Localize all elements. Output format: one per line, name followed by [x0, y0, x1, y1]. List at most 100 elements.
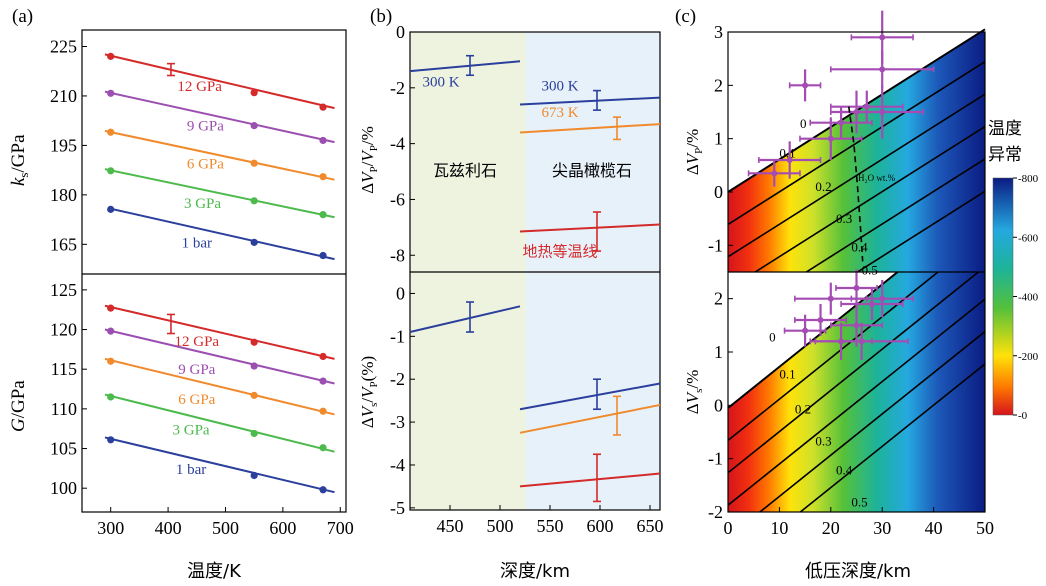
- data-point: [107, 167, 115, 175]
- y-tick-label: 1: [714, 129, 723, 149]
- contour-label: 0: [800, 116, 807, 131]
- contour-group: [753, 125, 985, 272]
- c-bottom-ylabel: ΔVs/%: [683, 370, 705, 415]
- series-line: [104, 393, 335, 453]
- observation-point: [817, 317, 824, 323]
- series-line: [104, 436, 335, 494]
- c-water-label: H₂O wt.%: [858, 173, 896, 183]
- colorbar-tick-label: -200: [1018, 351, 1039, 363]
- region-label-wadsleyite: 瓦兹利石: [433, 161, 497, 180]
- y-tick-label: 0: [396, 22, 405, 42]
- boundary-line: [727, 271, 899, 409]
- contour-group: [856, 190, 985, 272]
- series-line: [110, 207, 335, 261]
- x-tick-label: 600: [587, 516, 614, 536]
- y-tick-label: -6: [390, 189, 405, 209]
- x-tick-label: 400: [155, 518, 182, 538]
- data-point: [107, 128, 115, 136]
- data-point: [319, 251, 327, 260]
- y-tick-label: 100: [50, 478, 77, 498]
- c-top-ylabel: ΔVP/%: [683, 129, 705, 175]
- data-point: [250, 197, 258, 205]
- series-line: [519, 403, 661, 434]
- contour-group: [728, 298, 985, 506]
- contour-line: [728, 93, 985, 258]
- observation-point: [879, 66, 886, 73]
- data-point: [250, 338, 258, 346]
- y-tick-label: 3: [714, 22, 723, 42]
- b-bg-wadsleyite: [410, 32, 526, 510]
- colorbar-ticks: -800 -600 -400 -200 -0: [1013, 173, 1039, 422]
- series-label: 1 bar: [182, 236, 212, 252]
- panel-label-c: (c): [675, 6, 696, 27]
- contour-line: [728, 61, 985, 226]
- y-tick-label: 125: [50, 280, 77, 300]
- series-label: 3 GPa: [172, 422, 209, 438]
- panel-b: 0 -2 -4 -6 -8 300 K 300 K 673 K 地热等温线 450 500 550 6…: [358, 22, 664, 582]
- observation-point: [786, 157, 793, 163]
- y-tick-label: 1: [714, 342, 723, 362]
- series-label: 12 GPa: [177, 79, 222, 95]
- y-tick-label: 105: [50, 439, 77, 459]
- x-tick-label: 500: [487, 516, 514, 536]
- y-tick-label: -1: [390, 326, 405, 346]
- data-point: [107, 327, 115, 335]
- x-tick-label: 300: [97, 518, 124, 538]
- observation-point: [868, 301, 875, 307]
- data-point: [250, 159, 258, 167]
- contour-line: [728, 272, 980, 474]
- series-label: 6 GPa: [178, 392, 215, 408]
- data-point: [319, 486, 327, 494]
- y-tick-label: -3: [390, 412, 405, 432]
- contour-group: [728, 272, 980, 474]
- y-tick-label: -4: [390, 134, 405, 154]
- data-point: [319, 211, 327, 219]
- c-xlabel: 低压深度/km: [805, 561, 911, 582]
- x-tick-label: 0: [724, 518, 733, 538]
- series-label: 673 K: [541, 105, 578, 121]
- contour-label: 0.4: [851, 240, 868, 255]
- y-tick-label: -1: [708, 235, 723, 255]
- region-label-ringwoodite: 尖晶橄榄石: [552, 161, 632, 180]
- observation-point: [827, 135, 834, 142]
- y-tick-label: -5: [390, 498, 405, 518]
- a-top-plot: 165 180 195 210 225 1 bar 3 GPa 6 GPa 9 GPa 12 GP…: [50, 36, 335, 261]
- y-tick-label: -2: [390, 78, 405, 98]
- x-tick-label: 50: [976, 518, 994, 538]
- series-line: [409, 305, 521, 334]
- series-label: 12 GPa: [174, 334, 219, 350]
- b-frame: [409, 31, 661, 511]
- contour-line: [728, 298, 985, 506]
- contour-label: 0.2: [795, 401, 811, 416]
- contour-label: 0.3: [836, 211, 852, 226]
- b-xlabel: 深度/km: [500, 561, 570, 582]
- data-point: [107, 436, 115, 444]
- observation-point: [863, 103, 870, 110]
- series-line: [519, 223, 661, 233]
- contour-label: 0.2: [815, 179, 831, 194]
- panel-a: 165 180 195 210 225 1 bar 3 GPa 6 GPa 9 GPa 12 GP…: [8, 29, 354, 582]
- y-tick-label: 2: [714, 289, 723, 309]
- y-tick-label: -1: [708, 449, 723, 469]
- panel-label-a: (a): [12, 6, 33, 27]
- colorbar-title-2: 异常: [988, 145, 1022, 165]
- contour-group: [804, 158, 985, 272]
- observation-point: [853, 322, 860, 329]
- series-label: 300 K: [422, 74, 459, 90]
- observation-point: [858, 338, 865, 345]
- data-point: [107, 205, 115, 213]
- observation-point: [838, 119, 845, 126]
- x-tick-label: 20: [822, 518, 840, 538]
- y-tick-label: 0: [396, 283, 405, 303]
- y-tick-label: 2: [714, 75, 723, 95]
- x-tick-label: 10: [770, 518, 788, 538]
- contour-label: 0.5: [862, 263, 878, 278]
- a-bottom-ylabel: G/GPa: [8, 380, 29, 432]
- data-point: [107, 357, 115, 365]
- series-line: [104, 168, 335, 219]
- data-point: [250, 89, 258, 97]
- data-point: [319, 103, 327, 111]
- data-point: [319, 444, 327, 452]
